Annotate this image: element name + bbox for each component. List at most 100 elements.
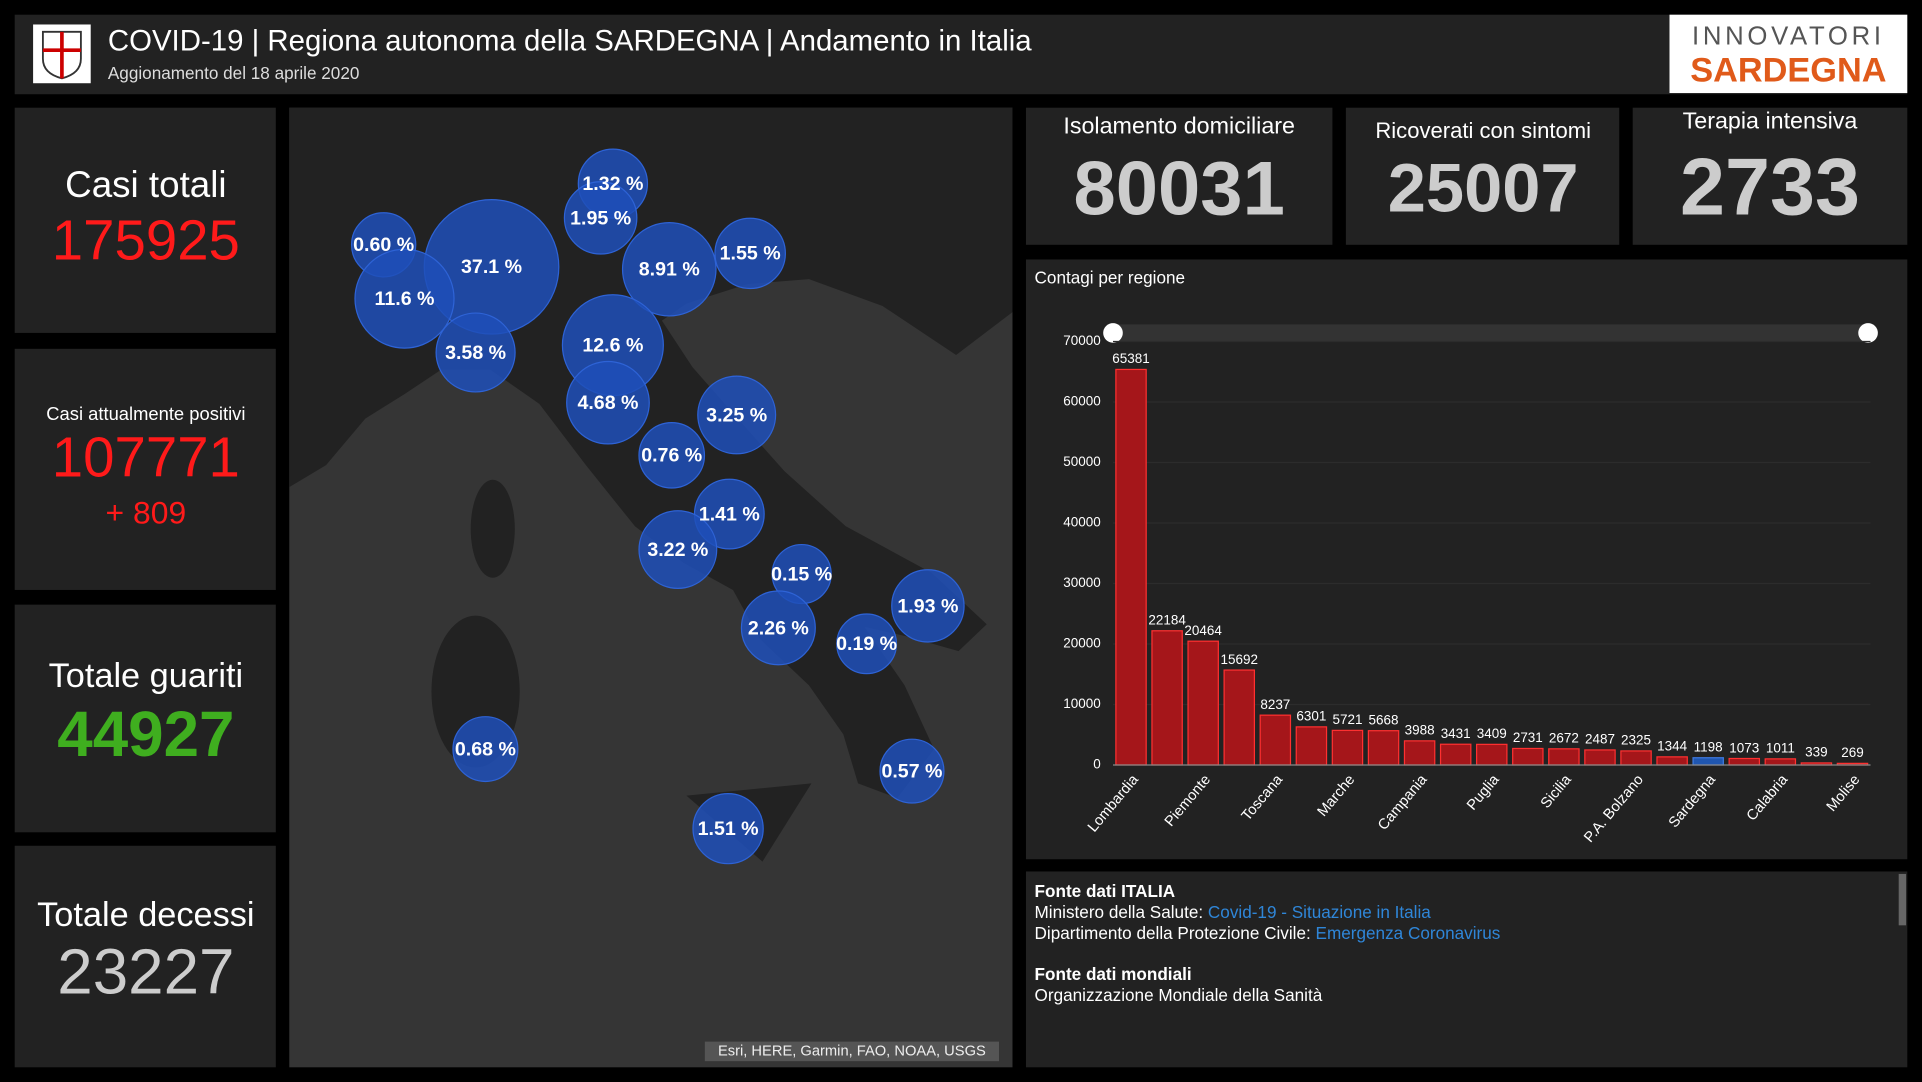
sources-panel bbox=[1025, 871, 1908, 1068]
bubble-label: 4.68 % bbox=[577, 392, 638, 414]
bubble-label: 0.57 % bbox=[881, 761, 942, 783]
bar bbox=[1367, 730, 1400, 766]
bubble-label: 0.76 % bbox=[641, 445, 702, 467]
bubble bbox=[354, 248, 455, 349]
data-label: 269 bbox=[1841, 745, 1864, 760]
chart-panel bbox=[1025, 259, 1908, 860]
data-label: 1344 bbox=[1657, 739, 1687, 754]
data-label: 2325 bbox=[1621, 733, 1651, 748]
kpi-panel bbox=[14, 845, 276, 1068]
bar bbox=[1187, 640, 1219, 766]
map: 1.32 % 1.95 % 0.60 % 37.1 % 11.6 % 8.91 % 1.55… bbox=[289, 107, 1013, 1068]
map-attribution: Esri, HERE, Garmin, FAO, NOAA, USGS bbox=[718, 1043, 986, 1059]
bar bbox=[1403, 740, 1436, 766]
bar bbox=[1692, 757, 1724, 766]
bar bbox=[1584, 749, 1616, 766]
bubble-label: 1.41 % bbox=[699, 503, 760, 525]
bar bbox=[1475, 743, 1508, 766]
header-panel bbox=[14, 14, 1908, 95]
bubble-label: 1.51 % bbox=[698, 818, 759, 840]
bubble-label: 1.55 % bbox=[720, 243, 781, 265]
bubble-label: 0.68 % bbox=[455, 738, 516, 760]
data-label: 339 bbox=[1805, 745, 1828, 760]
data-label: 65381 bbox=[1112, 351, 1149, 366]
bar bbox=[1764, 758, 1797, 766]
bubble-label: 0.15 % bbox=[771, 563, 832, 585]
bubble-label: 1.95 % bbox=[570, 207, 631, 229]
scrollbar[interactable] bbox=[1898, 873, 1907, 926]
y-tick-label: 0 bbox=[1093, 757, 1101, 772]
crest-cross bbox=[42, 31, 81, 79]
bar bbox=[1439, 743, 1472, 766]
bubble-label: 3.25 % bbox=[706, 404, 767, 426]
data-label: 6301 bbox=[1296, 709, 1326, 724]
source-text: Dipartimento della Protezione Civile: Em… bbox=[1035, 922, 1501, 942]
header-subtitle: Aggionamento del 18 aprile 2020 bbox=[108, 63, 360, 83]
bubble-label: 8.91 % bbox=[639, 259, 700, 281]
data-label: 3431 bbox=[1441, 726, 1471, 741]
source-text: Organizzazione Mondiale della Sanità bbox=[1035, 985, 1323, 1005]
kpi-value: 80031 bbox=[1074, 147, 1285, 232]
bubble-layer: 1.32 % 1.95 % 0.60 % 37.1 % 11.6 % 8.91 % 1.55… bbox=[350, 148, 965, 865]
kpi-panel bbox=[14, 348, 276, 590]
bar bbox=[1115, 368, 1147, 766]
bar bbox=[1728, 757, 1761, 766]
bubble-label: 3.22 % bbox=[647, 539, 708, 561]
bubble-label: 0.60 % bbox=[353, 234, 414, 256]
slider-handle[interactable] bbox=[1858, 323, 1878, 343]
range-slider[interactable] bbox=[1112, 324, 1870, 342]
bar bbox=[1259, 714, 1292, 766]
kpi-change: + 809 bbox=[106, 495, 187, 531]
bubble bbox=[563, 181, 638, 255]
y-tick-label: 60000 bbox=[1063, 394, 1100, 409]
chart-title: Contagi per regione bbox=[1035, 268, 1186, 288]
data-label: 22184 bbox=[1148, 613, 1186, 628]
kpi-label: Terapia intensiva bbox=[1683, 108, 1858, 134]
bubble bbox=[638, 422, 706, 489]
data-label: 2731 bbox=[1513, 730, 1543, 745]
bubble bbox=[692, 792, 764, 865]
data-label: 3988 bbox=[1405, 723, 1435, 738]
slider-handle[interactable] bbox=[1103, 323, 1123, 343]
bubble bbox=[879, 738, 945, 804]
kpi-value: 107771 bbox=[52, 425, 240, 488]
bar-chart: Contagi per regione 0 10000 20000 30000 4000… bbox=[1025, 259, 1908, 860]
source-name: Dipartimento della Protezione Civile: bbox=[1035, 922, 1311, 942]
brand-bottom: SARDEGNA bbox=[1690, 51, 1886, 89]
bubble-label: 1.93 % bbox=[897, 595, 958, 617]
kpi-value: 25007 bbox=[1388, 150, 1579, 227]
data-label: 1198 bbox=[1694, 740, 1723, 755]
kpi-panel bbox=[1345, 107, 1620, 245]
y-tick-label: 50000 bbox=[1063, 454, 1100, 469]
bubble bbox=[714, 217, 786, 290]
bubble-label: 1.32 % bbox=[582, 173, 643, 195]
map-island bbox=[470, 479, 515, 578]
kpi-label: Casi totali bbox=[65, 164, 226, 205]
data-label: 2672 bbox=[1549, 731, 1579, 746]
bar bbox=[1512, 747, 1544, 766]
source-link[interactable]: Covid-19 - Situazione in Italia bbox=[1208, 902, 1431, 922]
bar bbox=[1548, 748, 1580, 766]
data-label: 5721 bbox=[1332, 712, 1362, 727]
y-tick-label: 30000 bbox=[1063, 575, 1100, 590]
y-tick-label: 20000 bbox=[1063, 636, 1100, 651]
kpi-label: Totale guariti bbox=[49, 657, 244, 695]
bubble bbox=[638, 510, 718, 589]
kpi-label: Casi attualmente positivi bbox=[46, 403, 245, 424]
bar bbox=[1656, 756, 1688, 766]
data-label: 5668 bbox=[1369, 712, 1399, 727]
kpi-value: 23227 bbox=[57, 937, 234, 1008]
bubble-label: 11.6 % bbox=[375, 288, 435, 310]
bubble bbox=[621, 222, 717, 317]
data-label: 1073 bbox=[1729, 740, 1759, 755]
source-text: Ministero della Salute: Covid-19 - Situa… bbox=[1035, 902, 1432, 922]
bubble bbox=[740, 590, 816, 666]
bar bbox=[1151, 630, 1183, 766]
bubble bbox=[697, 375, 777, 455]
source-link[interactable]: Emergenza Coronavirus bbox=[1316, 922, 1501, 942]
kpi-value: 2733 bbox=[1680, 143, 1860, 233]
source-heading: Fonte dati mondiali bbox=[1035, 964, 1192, 984]
bubble-label: 3.58 % bbox=[445, 342, 506, 364]
brand-top: INNOVATORI bbox=[1692, 23, 1885, 51]
